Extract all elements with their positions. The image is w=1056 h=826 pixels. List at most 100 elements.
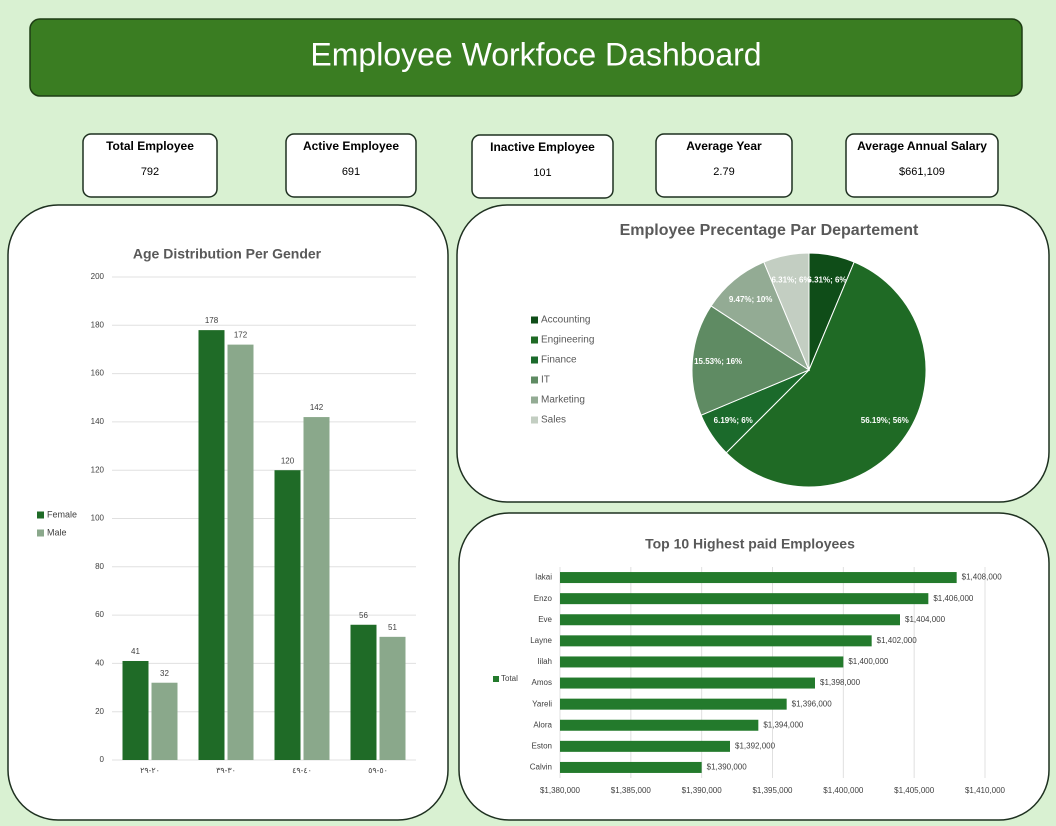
legend-swatch	[531, 416, 538, 424]
data-label: $1,398,000	[820, 678, 861, 687]
data-label: 15.53%; 16%	[694, 357, 742, 366]
x-tick-label: ٤٠-٤٩	[292, 766, 312, 775]
kpi-card	[285, 133, 417, 198]
y-tick-label: Eve	[538, 615, 552, 624]
y-tick-label: 180	[91, 320, 105, 329]
legend-label: Sales	[541, 415, 566, 426]
data-label: 56	[359, 611, 368, 620]
x-tick-label: $1,385,000	[611, 786, 652, 795]
kpi-label: Inactive Employee	[490, 140, 595, 154]
legend-swatch	[37, 529, 44, 537]
x-tick-label: ٢٠-٢٩	[140, 766, 160, 775]
data-label: $1,390,000	[707, 763, 748, 772]
y-tick-label: 20	[95, 707, 104, 716]
data-label: 172	[234, 331, 248, 340]
x-tick-label: $1,380,000	[540, 786, 581, 795]
y-tick-label: Yareli	[532, 699, 552, 708]
kpi-value: 691	[342, 166, 360, 178]
bar	[560, 719, 759, 731]
y-tick-label: 140	[91, 417, 105, 426]
kpi-card	[845, 133, 999, 198]
legend-swatch	[531, 376, 538, 384]
legend-label: IT	[541, 375, 550, 386]
y-tick-label: 160	[91, 369, 105, 378]
title-banner	[29, 18, 1023, 97]
chart-title: Top 10 Highest paid Employees	[645, 536, 855, 552]
legend-swatch	[493, 676, 499, 682]
bar	[151, 682, 178, 760]
legend-swatch	[531, 336, 538, 344]
x-tick-label: $1,400,000	[823, 786, 864, 795]
bar	[560, 740, 730, 752]
kpi-card	[471, 134, 614, 199]
legend-label: Male	[47, 527, 67, 537]
bar	[274, 470, 301, 760]
bar	[227, 344, 254, 760]
data-label: $1,392,000	[735, 741, 776, 750]
x-tick-label: $1,405,000	[894, 786, 935, 795]
data-label: $1,408,000	[962, 573, 1003, 582]
x-tick-label: ٥٠-٥٩	[368, 766, 388, 775]
data-label: 6.19%; 6%	[714, 416, 753, 425]
y-tick-label: Alora	[533, 720, 552, 729]
legend-label: Finance	[541, 355, 577, 366]
legend-label: Female	[47, 509, 77, 519]
legend-swatch	[531, 316, 538, 324]
x-tick-label: ٣٠-٣٩	[216, 766, 236, 775]
dashboard-title: Employee Workfoce Dashboard	[310, 36, 761, 72]
y-tick-label: 120	[91, 465, 105, 474]
y-tick-label: 40	[95, 659, 104, 668]
kpi-value: 792	[141, 166, 159, 178]
data-label: $1,406,000	[933, 594, 974, 603]
data-label: 120	[281, 456, 295, 465]
legend-swatch	[531, 356, 538, 364]
data-label: $1,396,000	[792, 699, 833, 708]
pie-slice	[691, 305, 811, 416]
x-tick-label: $1,395,000	[752, 786, 793, 795]
bar	[122, 660, 149, 760]
chart-title: Employee Precentage Par Departement	[620, 222, 919, 239]
kpi-value: 2.79	[713, 166, 734, 178]
data-label: $1,402,000	[877, 636, 918, 645]
y-tick-label: Iakai	[535, 573, 552, 582]
bar	[560, 635, 872, 647]
y-tick-label: Amos	[532, 678, 552, 687]
data-label: 178	[205, 316, 219, 325]
y-tick-label: 80	[95, 562, 104, 571]
data-label: 9.47%; 10%	[729, 295, 773, 304]
bar	[303, 417, 330, 760]
data-label: 51	[388, 623, 397, 632]
data-label: 32	[160, 669, 169, 678]
pie-slice	[725, 261, 927, 488]
data-label: $1,404,000	[905, 615, 946, 624]
kpi-label: Total Employee	[106, 139, 194, 153]
bar	[560, 677, 815, 689]
bar	[198, 330, 225, 760]
legend-label: Accounting	[541, 315, 590, 326]
data-label: 56.19%; 56%	[861, 416, 909, 425]
y-tick-label: Iilah	[537, 657, 552, 666]
legend-swatch	[37, 511, 44, 519]
data-label: 41	[131, 647, 140, 656]
x-tick-label: $1,410,000	[965, 786, 1006, 795]
kpi-label: Active Employee	[303, 139, 399, 153]
y-tick-label: 100	[91, 514, 105, 523]
bar	[560, 761, 702, 773]
kpi-card	[655, 133, 793, 198]
y-tick-label: 200	[91, 272, 105, 281]
y-tick-label: 0	[100, 755, 105, 764]
y-tick-label: Enzo	[534, 594, 553, 603]
y-tick-label: Eston	[532, 741, 552, 750]
bar	[560, 572, 957, 584]
chart-title: Age Distribution Per Gender	[133, 246, 322, 262]
bar	[560, 614, 900, 626]
y-tick-label: 60	[95, 610, 104, 619]
legend-label: Engineering	[541, 335, 594, 346]
data-label: $1,394,000	[763, 720, 804, 729]
kpi-card	[82, 133, 218, 198]
y-tick-label: Layne	[530, 636, 552, 645]
legend-swatch	[531, 396, 538, 404]
kpi-label: Average Year	[686, 139, 762, 153]
bar	[560, 656, 844, 668]
